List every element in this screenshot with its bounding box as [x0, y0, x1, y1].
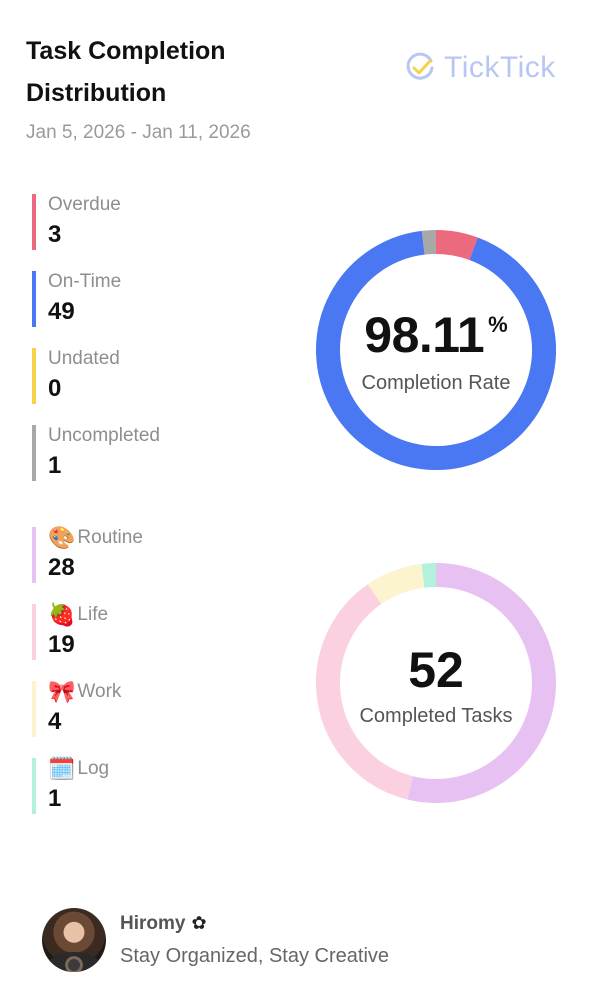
- stat-work: 🎀 Work 4: [32, 681, 121, 737]
- completed-tasks-value: 52: [408, 642, 464, 698]
- date-range: Jan 5, 2026 - Jan 11, 2026: [26, 122, 251, 143]
- stat-value: 19: [48, 631, 75, 658]
- avatar: [42, 908, 106, 972]
- strawberry-icon: 🍓: [48, 602, 76, 627]
- page-title: Task Completion Distribution: [26, 37, 226, 107]
- calendar-icon: 🗓️: [48, 756, 76, 781]
- brand-logo: TickTick: [404, 50, 556, 86]
- completion-slice-on-time: [316, 230, 556, 470]
- stat-value: 0: [48, 375, 62, 402]
- brand-name: TickTick: [444, 51, 556, 84]
- stat-log: 🗓️ Log 1: [32, 758, 109, 814]
- stat-routine: 🎨 Routine 28: [32, 527, 143, 583]
- stat-value: 1: [48, 452, 62, 479]
- stat-value: 1: [48, 785, 62, 812]
- stat-on-time: On-Time 49: [32, 271, 121, 327]
- completion-rate-ring: 98.11% Completion Rate: [316, 230, 556, 470]
- stat-label: Work: [77, 681, 122, 702]
- stat-label: Uncompleted: [48, 425, 160, 446]
- tasks-donut-chart: [316, 563, 556, 803]
- tasks-slice-log: [421, 563, 437, 588]
- stat-value: 49: [48, 298, 75, 325]
- stat-label: Log: [77, 758, 110, 779]
- stat-label: Routine: [77, 527, 143, 548]
- completed-tasks-ring: 52 Completed Tasks: [316, 563, 556, 803]
- stat-value: 4: [48, 708, 62, 735]
- stat-value: 28: [48, 554, 75, 581]
- ribbon-icon: 🎀: [48, 679, 76, 704]
- tasks-slice-life: [316, 584, 414, 800]
- palette-icon: 🎨: [48, 525, 76, 550]
- flower-icon: ✿: [191, 913, 207, 933]
- stat-life: 🍓 Life 19: [32, 604, 108, 660]
- tasks-slice-routine: [407, 563, 556, 803]
- completion-slice-uncompleted: [421, 230, 437, 255]
- stat-undated: Undated 0: [32, 348, 120, 404]
- stat-label: Overdue: [48, 194, 121, 215]
- check-circle-icon: [406, 52, 434, 80]
- stat-uncompleted: Uncompleted 1: [32, 425, 160, 481]
- stat-label: On-Time: [48, 271, 122, 292]
- completion-rate-value: 98.11: [364, 307, 485, 363]
- percent-sign: %: [488, 312, 508, 337]
- tasks-slice-work: [367, 563, 425, 605]
- completion-rate-caption: Completion Rate: [361, 372, 511, 394]
- completion-slice-overdue: [435, 230, 478, 261]
- user-footer: Hiromy ✿ Stay Organized, Stay Creative: [42, 908, 389, 972]
- completed-tasks-caption: Completed Tasks: [359, 705, 513, 727]
- stat-label: Undated: [48, 348, 120, 369]
- stat-label: Life: [77, 604, 109, 625]
- user-name: Hiromy: [120, 912, 186, 934]
- stat-overdue: Overdue 3: [32, 194, 121, 250]
- completion-donut-chart: [316, 230, 556, 470]
- stat-value: 3: [48, 221, 62, 248]
- user-tagline: Stay Organized, Stay Creative: [120, 944, 390, 967]
